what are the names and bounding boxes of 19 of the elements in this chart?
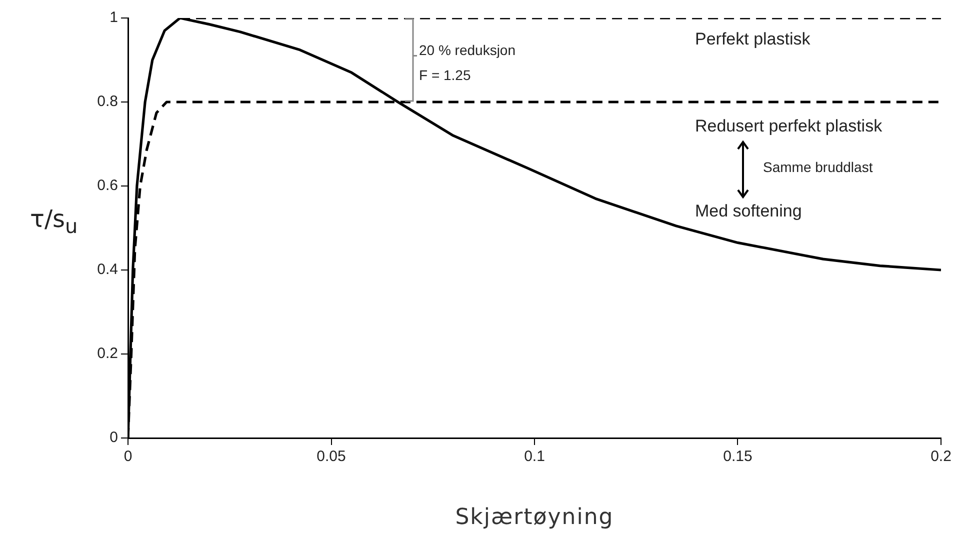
annotation: Samme bruddlast [763, 158, 873, 175]
annotation: Med softening [695, 202, 802, 221]
y-tick-label: 0.8 [97, 93, 118, 110]
y-tick-label: 0.4 [97, 261, 118, 278]
y-tick-label: 0 [110, 429, 118, 446]
y-tick-label: 0.2 [97, 345, 118, 362]
x-tick-label: 0.05 [316, 448, 346, 466]
x-tick-label: 0 [124, 448, 132, 466]
annotation: Redusert perfekt plastisk [695, 116, 883, 136]
x-tick-label: 0.15 [723, 448, 752, 466]
y-tick-label: 0.6 [97, 177, 118, 194]
x-axis-title: Skjærtøyning [454, 505, 615, 530]
y-axis-title: τ/s$_{u}$ [30, 205, 78, 238]
annotation: 20 % reduksjon [419, 42, 516, 58]
annotation: Perfekt plastisk [695, 30, 811, 49]
y-tick-label: 1 [110, 9, 118, 26]
x-tick-label: 0.2 [930, 448, 952, 466]
annotation: F = 1.25 [419, 66, 471, 83]
x-tick-label: 0.1 [524, 448, 545, 466]
